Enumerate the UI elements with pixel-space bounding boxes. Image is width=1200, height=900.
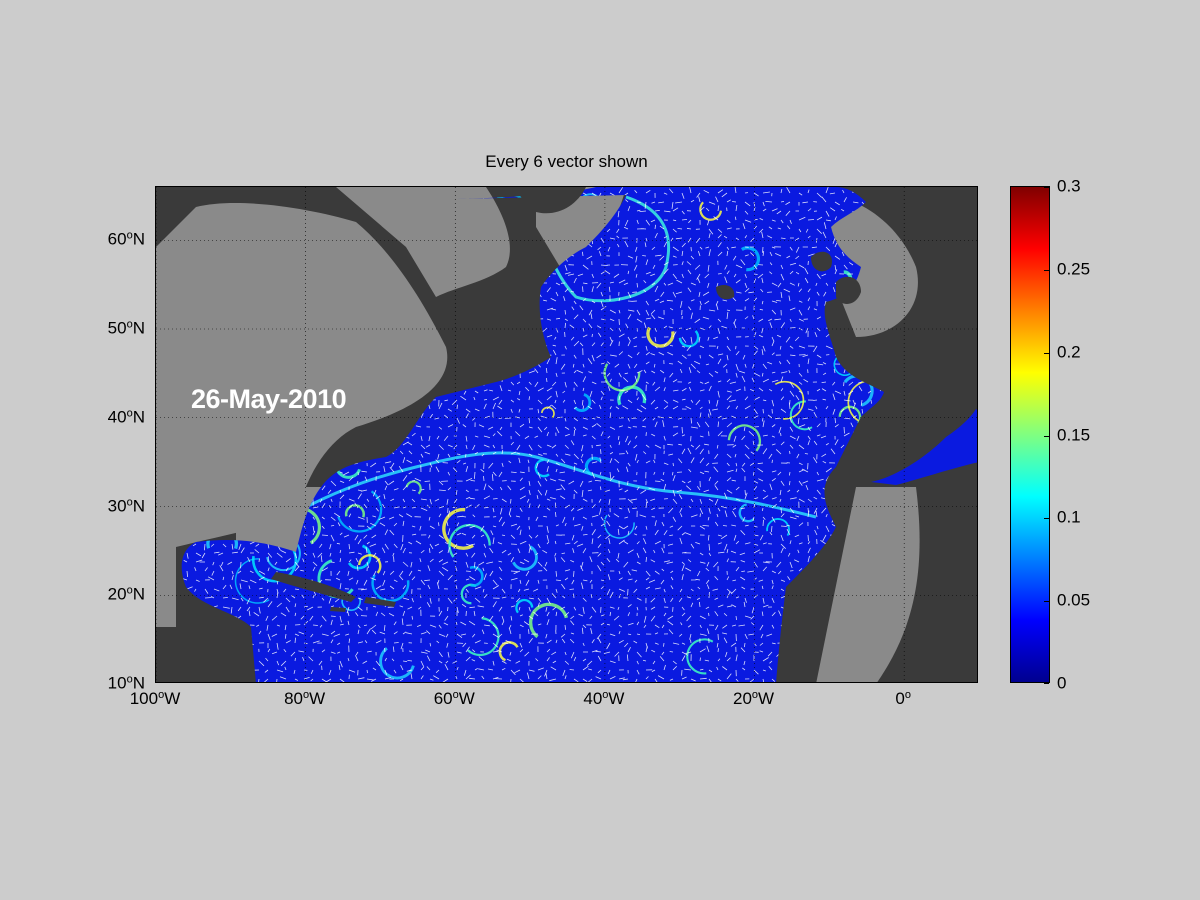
current-eddy: [528, 602, 569, 639]
date-label: 26-May-2010: [191, 384, 347, 414]
colorbar-tick-mark: [1044, 518, 1049, 520]
colorbar-tick-label: 0.05: [1057, 590, 1091, 610]
current-eddy: [766, 518, 790, 537]
lon-tick-label: 20oW: [732, 689, 775, 708]
current-eddy: [699, 201, 723, 221]
current-eddy: [234, 558, 270, 604]
current-eddy: [337, 490, 383, 533]
current-eddy: [738, 503, 755, 523]
current-eddy: [603, 514, 635, 539]
colorbar-tick-label: 0.3: [1057, 176, 1081, 196]
lat-tick-label: 60oN: [107, 229, 145, 249]
lon-tick-label: 80oW: [284, 689, 326, 708]
current-eddy: [774, 380, 805, 420]
colorbar-tick-mark: [1044, 269, 1049, 271]
current-eddy: [344, 504, 365, 518]
current-eddy: [467, 617, 500, 657]
ocean-current-map: [155, 186, 978, 683]
lon-tick-label: 100oW: [129, 689, 181, 708]
lon-tick-label: 0o: [895, 689, 911, 708]
current-eddy: [498, 641, 519, 662]
current-eddy: [534, 458, 550, 478]
current-eddy: [512, 545, 538, 571]
current-eddy: [646, 326, 675, 348]
colorbar-tick-label: 0.2: [1057, 342, 1081, 362]
current-eddy: [379, 647, 415, 680]
lon-tick-label: 40oW: [583, 689, 625, 708]
current-eddy: [515, 598, 534, 614]
islands: [271, 187, 861, 612]
current-eddy: [405, 480, 422, 495]
map-canvas: [156, 187, 977, 682]
colorbar-tick-mark: [1044, 435, 1049, 437]
lat-tick-label: 10oN: [107, 673, 145, 693]
current-eddy: [838, 405, 862, 424]
gulf-stream: [305, 451, 817, 519]
current-eddy: [740, 246, 761, 272]
lat-tick-label: 40oN: [107, 407, 145, 427]
colorbar-tick-label: 0.25: [1057, 259, 1091, 279]
colorbar: [1010, 186, 1050, 684]
colorbar-tick-mark: [1044, 683, 1049, 684]
lon-tick-label: 60oW: [433, 689, 475, 708]
lat-tick-label: 50oN: [107, 318, 145, 338]
colorbar-tick-label: 0.1: [1057, 507, 1081, 527]
colorbar-tick-mark: [1044, 352, 1049, 354]
lat-tick-label: 30oN: [107, 496, 145, 515]
colorbar-tick-mark: [1044, 601, 1049, 603]
current-eddy: [266, 539, 301, 572]
colorbar-tick-mark: [1044, 187, 1049, 188]
current-eddy: [540, 406, 555, 419]
figure-title: Every 6 vector shown: [485, 152, 648, 171]
colorbar-tick-label: 0.15: [1057, 425, 1091, 444]
lat-tick-label: 20oN: [107, 584, 145, 604]
current-eddy: [341, 597, 361, 612]
current-eddy: [727, 424, 761, 452]
colorbar-tick-label: 0: [1057, 673, 1067, 693]
graticule: [156, 187, 977, 682]
current-eddy: [678, 330, 700, 348]
current-eddy: [573, 393, 592, 412]
continental-shelf: [156, 187, 920, 682]
